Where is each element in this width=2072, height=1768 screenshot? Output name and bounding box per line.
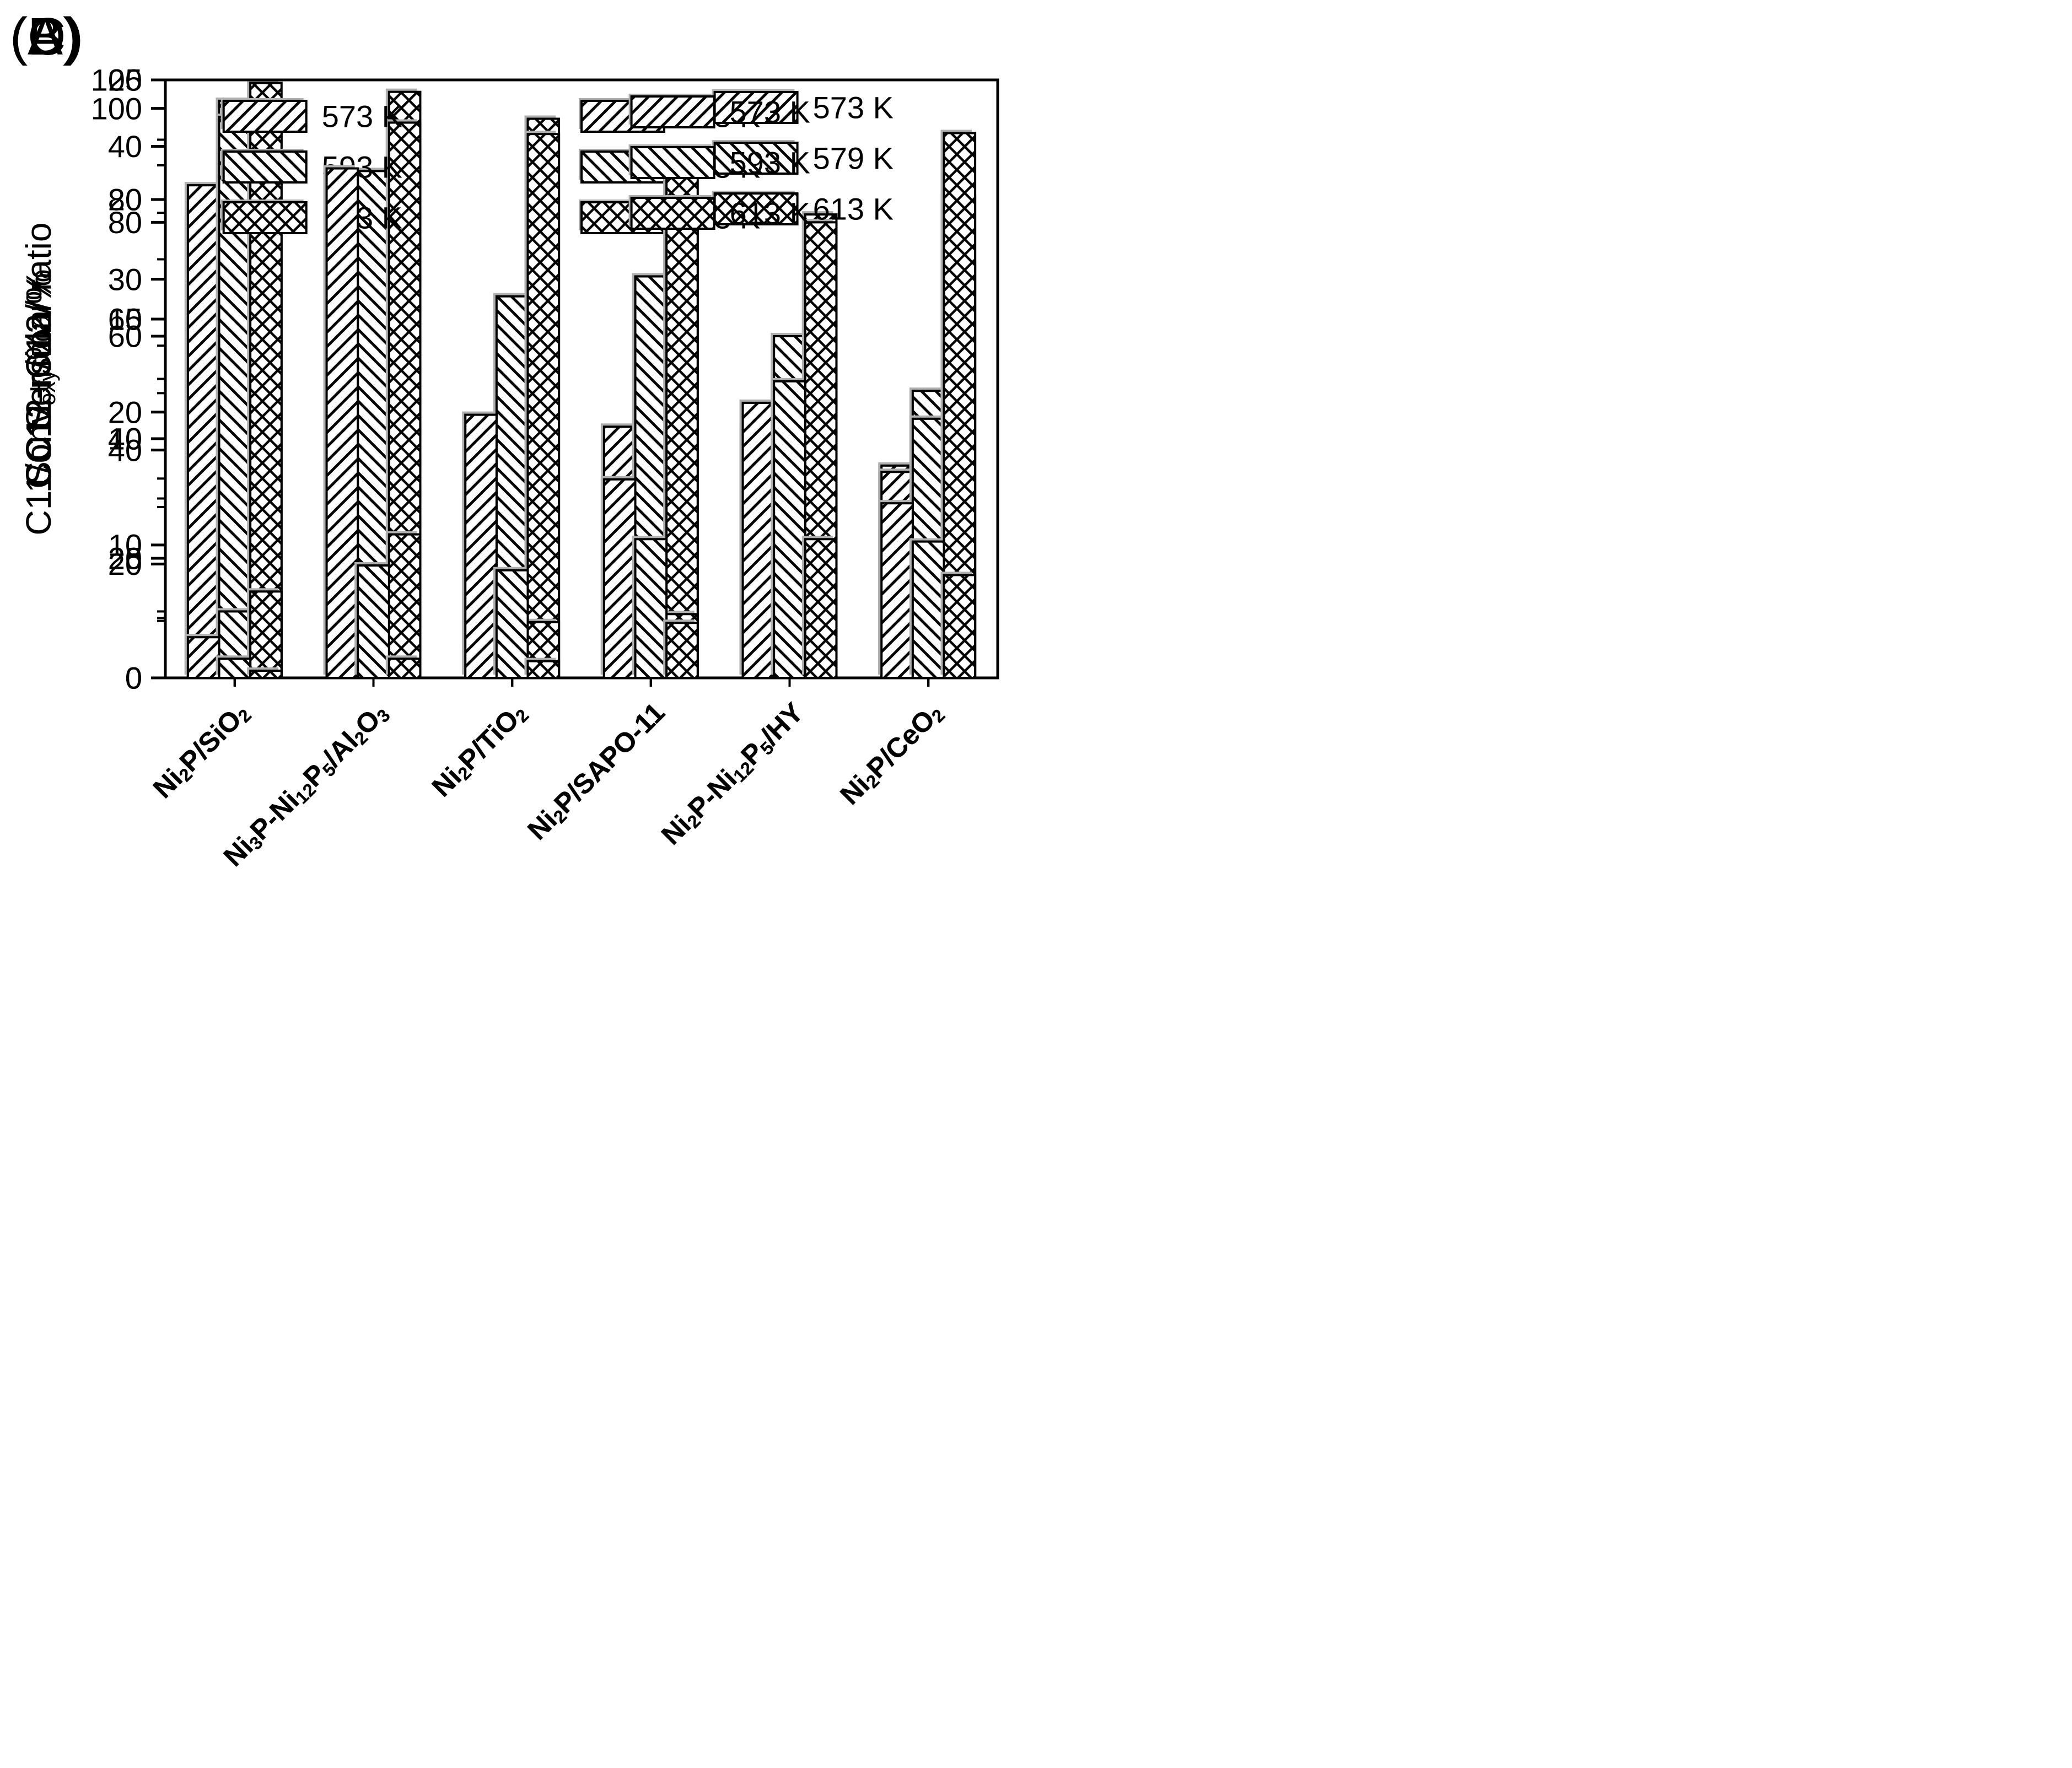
legend-swatch-crosshatch bbox=[713, 192, 799, 225]
panel-C-letter: (C) bbox=[10, 7, 84, 66]
legend-label: 573 K bbox=[730, 95, 810, 130]
legend-label: 613 K bbox=[813, 192, 894, 227]
legend-label: 613 K bbox=[730, 196, 810, 231]
legend-label: 593 K bbox=[730, 145, 810, 180]
bar bbox=[325, 167, 359, 679]
bar bbox=[911, 540, 945, 679]
legend: 573 K 593 K 613 K bbox=[628, 94, 810, 231]
y-tick-label: 25 bbox=[108, 63, 142, 98]
y-axis-title: C11/C12 molar ratio bbox=[19, 223, 58, 536]
bar bbox=[526, 660, 561, 679]
x-axis: Ni2P/SiO2Ni3P-Ni12P5/Al2O3Ni2P/TiO2Ni2P/… bbox=[147, 678, 949, 872]
y-tick-label: 0 bbox=[125, 661, 142, 696]
bars-series-573K bbox=[184, 165, 914, 680]
bars-series-613K bbox=[247, 536, 977, 680]
y-tick-label: 60 bbox=[108, 319, 142, 354]
panel-D-oxy-selectivity-chart: 0510152025Soxy/%Ni2P/SiO2Ni3P-Ni12P5/Al2… bbox=[19, 63, 999, 872]
bar bbox=[249, 669, 283, 679]
bar bbox=[249, 590, 283, 680]
legend-swatch-forward-diagonal bbox=[630, 95, 715, 128]
y-tick-label: 20 bbox=[108, 395, 142, 429]
y-tick-label: 40 bbox=[108, 433, 142, 467]
y-tick-label: 40 bbox=[108, 422, 142, 456]
bar bbox=[602, 478, 637, 680]
bar bbox=[943, 574, 977, 679]
bar bbox=[388, 657, 422, 680]
y-tick-label: 10 bbox=[108, 422, 142, 456]
bar bbox=[665, 622, 699, 680]
bar bbox=[495, 569, 529, 679]
x-category-label: Ni2P-Ni12P5/HY bbox=[655, 697, 810, 851]
panel-A-letter: (A) bbox=[10, 7, 80, 66]
y-tick-label: 100 bbox=[91, 91, 142, 126]
bar bbox=[526, 133, 561, 679]
panel-B-letter: (B) bbox=[10, 7, 80, 66]
y-tick-label: 5 bbox=[125, 541, 142, 576]
bar bbox=[357, 564, 390, 680]
bar bbox=[464, 413, 498, 679]
legend-swatch-backward-diagonal bbox=[222, 150, 308, 184]
bar bbox=[186, 636, 220, 679]
y-tick-label: 0 bbox=[125, 661, 142, 696]
panel-D: (D) 0 5 10 15 20 25 Soxy/% Ni2P/SiO2 Ni3P-Ni12P5… bbox=[0, 0, 1036, 884]
bar bbox=[388, 533, 422, 679]
bar bbox=[741, 401, 776, 680]
bar bbox=[218, 657, 252, 680]
y-tick-label: 20 bbox=[108, 541, 142, 576]
y-tick-label: 80 bbox=[108, 182, 142, 217]
x-category-label: Ni2P/CeO2 bbox=[834, 697, 949, 811]
x-category-label: Ni2P/SiO2 bbox=[147, 697, 255, 805]
bar bbox=[773, 380, 806, 679]
legend-label: 573 K bbox=[322, 99, 402, 134]
y-tick-label: 80 bbox=[108, 205, 142, 240]
bars-series-593K bbox=[216, 378, 945, 680]
legend-swatch-forward-diagonal bbox=[222, 100, 308, 133]
plot-frame bbox=[164, 78, 999, 680]
y-tick-label: 20 bbox=[108, 182, 142, 217]
y-tick-label: 10 bbox=[108, 527, 142, 562]
y-axis-title: Soxy/% bbox=[19, 328, 60, 429]
legend-label: 579 K bbox=[813, 141, 894, 176]
bar bbox=[880, 502, 914, 679]
y-tick-label: 15 bbox=[108, 302, 142, 337]
x-category-label: Ni2P/SAPO-11 bbox=[521, 697, 671, 847]
y-axis-title: SC11+C12/% bbox=[19, 273, 58, 485]
y-tick-label: 0 bbox=[125, 661, 142, 696]
y-tick-label: 40 bbox=[108, 129, 142, 164]
legend-swatch-forward-diagonal bbox=[713, 91, 799, 124]
legend-swatch-backward-diagonal bbox=[630, 146, 715, 179]
panel-D-letter: (D) bbox=[10, 7, 84, 66]
y-tick-label: 100 bbox=[91, 63, 142, 98]
bar bbox=[186, 184, 220, 679]
bar bbox=[634, 538, 668, 680]
y-tick-label: 30 bbox=[108, 262, 142, 297]
y-tick-label: 20 bbox=[108, 547, 142, 581]
legend-swatch-backward-diagonal bbox=[713, 142, 799, 175]
y-tick-label: 0 bbox=[125, 661, 142, 696]
bar bbox=[804, 538, 838, 680]
legend-label: 573 K bbox=[813, 90, 894, 125]
y-axis-title: Conversion/% bbox=[19, 269, 58, 488]
legend-swatch-crosshatch bbox=[222, 201, 308, 234]
x-category-label: Ni2P/TiO2 bbox=[426, 697, 533, 804]
y-tick-label: 60 bbox=[108, 302, 142, 337]
legend-swatch-crosshatch bbox=[630, 197, 715, 230]
